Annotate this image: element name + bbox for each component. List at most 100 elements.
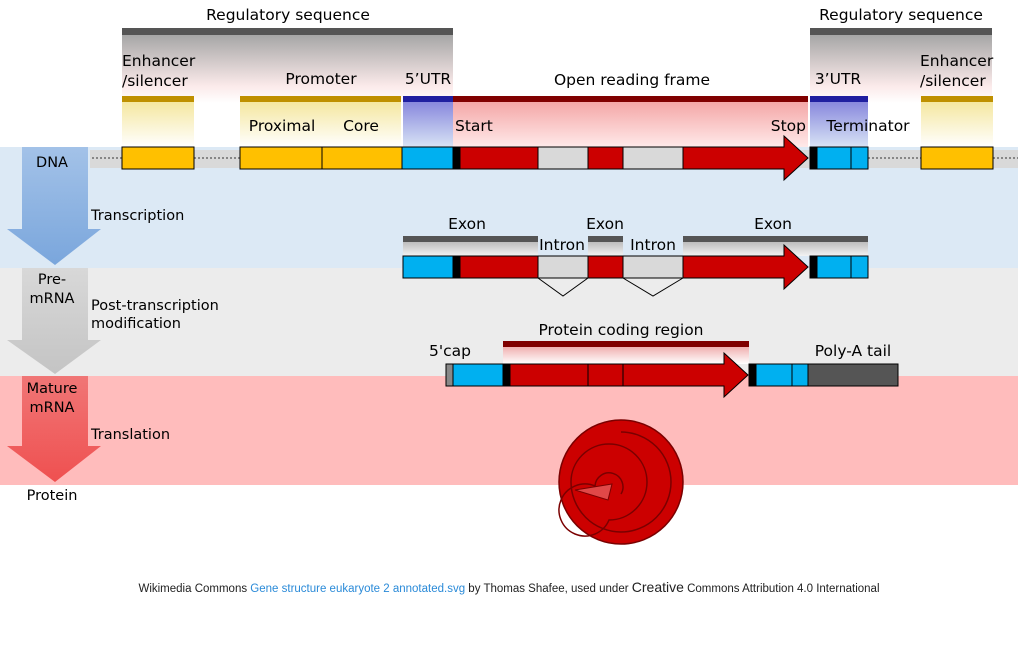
pre-intron2-block — [622, 255, 684, 279]
translation-arrow — [7, 376, 101, 482]
pre-utr3-block-a — [816, 255, 852, 279]
dna-stop-codon — [809, 146, 818, 170]
stage-premrna-label-line2: mRNA — [30, 291, 75, 307]
intron1-label: Intron — [539, 236, 585, 254]
attribution-credit: Wikimedia Commons Gene structure eukaryo… — [0, 579, 1018, 595]
pre-start-codon — [452, 255, 461, 279]
enhancer-right-shade — [921, 102, 993, 147]
pre-exon2-block — [587, 255, 624, 279]
regulatory-sequence-right-bar — [810, 28, 992, 35]
pre-stop-codon — [809, 255, 818, 279]
intron2-label: Intron — [630, 236, 676, 254]
pre-exon3-arrow — [682, 243, 809, 291]
regulatory-sequence-left-label: Regulatory sequence — [206, 6, 370, 24]
poly-a-tail-label: Poly-A tail — [815, 342, 891, 360]
dna-intron1-block — [537, 146, 589, 170]
stage-post-transcription-label-line1: Post-transcription — [91, 298, 219, 314]
protein-spiral-icon — [558, 419, 684, 545]
dna-exon2-block — [587, 146, 624, 170]
stage-translation-label: Translation — [90, 427, 170, 443]
dna-utr3-block-a — [816, 146, 852, 170]
stage-post-transcription-label-line2: modification — [91, 316, 181, 332]
stop-label: Stop — [771, 117, 806, 135]
exon3-label: Exon — [754, 215, 792, 233]
mature-exon2-block — [587, 363, 624, 387]
enhancer-right-label-line1: Enhancer — [920, 52, 994, 70]
terminator-label: Terminator — [825, 117, 910, 135]
core-label: Core — [343, 117, 379, 135]
dna-utr5-block — [401, 146, 454, 170]
enhancer-right-label-line2: /silencer — [920, 72, 986, 90]
utr3-label: 3’UTR — [815, 70, 862, 88]
stage-mature-label-line2: mRNA — [30, 400, 75, 416]
mature-start-codon — [502, 363, 511, 387]
regulatory-sequence-left-shade — [122, 35, 453, 103]
utr5-shade — [403, 102, 453, 147]
coding-region-bar — [503, 341, 749, 347]
pre-utr5-block — [402, 255, 454, 279]
credit-license: Commons Attribution 4.0 International — [683, 583, 880, 595]
dna-utr3-block-b — [850, 146, 869, 170]
orf-label: Open reading frame — [554, 71, 710, 89]
enhancer-left-label-line2: /silencer — [122, 72, 188, 90]
splice-line-intron2 — [622, 277, 684, 297]
enhancer-right-block — [920, 146, 994, 170]
mature-exon3-arrow — [622, 351, 749, 399]
five-prime-cap-label: 5'cap — [429, 342, 471, 360]
five-prime-cap — [445, 363, 454, 387]
dna-start-codon — [452, 146, 461, 170]
exon2-label: Exon — [586, 215, 624, 233]
exon1-bar — [403, 236, 538, 242]
promoter-shade — [240, 102, 401, 147]
regulatory-sequence-left-bar — [122, 28, 453, 35]
poly-a-tail-block — [807, 363, 899, 387]
start-label: Start — [455, 117, 493, 135]
pre-intron1-block — [537, 255, 589, 279]
utr3-bar — [810, 96, 868, 102]
promoter-label: Promoter — [285, 70, 357, 88]
enhancer-left-label-line1: Enhancer — [122, 52, 196, 70]
coding-region-label: Protein coding region — [538, 321, 703, 339]
mature-mrna-band — [0, 376, 1018, 485]
stage-premrna-label-line1: Pre- — [38, 272, 66, 288]
stage-mature-label-line1: Mature — [27, 381, 78, 397]
credit-by: by Thomas Shafee, used under — [465, 583, 632, 595]
pre-exon1-block — [459, 255, 539, 279]
dna-intron2-block — [622, 146, 684, 170]
stage-dna-label: DNA — [36, 155, 68, 171]
orf-bar — [453, 96, 808, 102]
dna-exon1-block — [459, 146, 539, 170]
promoter-bar — [240, 96, 401, 102]
credit-prefix: Wikimedia Commons — [138, 583, 251, 595]
dna-exon3-arrow — [682, 134, 809, 182]
utr3-shade — [810, 102, 868, 147]
stage-protein-label: Protein — [27, 488, 78, 504]
enhancer-left-bar — [122, 96, 194, 102]
promoter-core-block — [321, 146, 403, 170]
utr5-bar — [403, 96, 453, 102]
exon2-shade — [588, 242, 623, 256]
splice-line-intron1 — [537, 277, 589, 297]
regulatory-sequence-right-label: Regulatory sequence — [819, 6, 983, 24]
enhancer-left-block — [121, 146, 195, 170]
enhancer-left-shade — [122, 102, 194, 147]
exon3-shade — [683, 242, 868, 256]
mature-stop-codon — [748, 363, 757, 387]
mature-exon1-block — [509, 363, 589, 387]
mature-utr5-block — [452, 363, 504, 387]
transcription-arrow — [7, 147, 101, 265]
mature-utr3-block-a — [755, 363, 793, 387]
mature-utr3-block-b — [791, 363, 809, 387]
promoter-proximal-block — [239, 146, 323, 170]
enhancer-right-bar — [921, 96, 993, 102]
source-file-link[interactable]: Gene structure eukaryote 2 annotated.svg — [250, 583, 466, 595]
regulatory-sequence-right-shade — [810, 35, 992, 103]
pre-utr3-block-b — [850, 255, 869, 279]
post-transcription-arrow — [7, 268, 101, 374]
credit-creative: Creative — [631, 579, 684, 595]
stage-transcription-label: Transcription — [90, 208, 184, 224]
proximal-label: Proximal — [249, 117, 316, 135]
exon1-label: Exon — [448, 215, 486, 233]
orf-shade — [453, 102, 808, 147]
